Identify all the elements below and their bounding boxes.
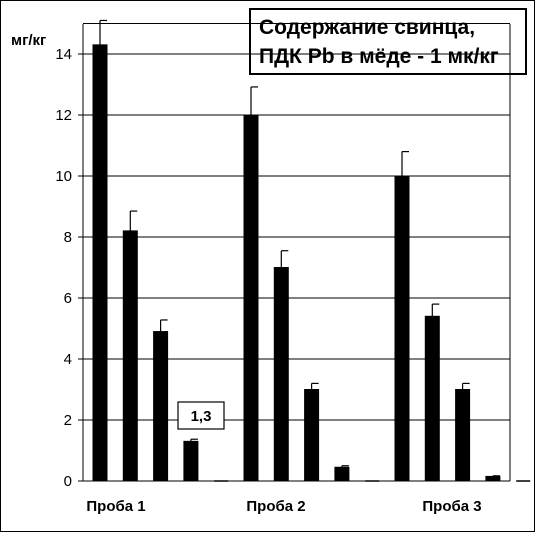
- y-tick-label: 14: [55, 46, 72, 63]
- bar: [183, 440, 199, 482]
- bar: [92, 44, 108, 482]
- bar: [153, 331, 169, 482]
- bar: [424, 315, 440, 482]
- y-tick-label: 0: [64, 473, 72, 490]
- bar: [122, 230, 138, 482]
- y-tick-label: 8: [64, 229, 72, 246]
- x-tick-label: Проба 1: [86, 498, 145, 515]
- x-tick-label: Проба 3: [422, 498, 481, 515]
- y-tick-label: 4: [64, 351, 72, 368]
- bar: [304, 389, 320, 482]
- bar: [485, 475, 501, 482]
- x-tick-label: Проба 2: [246, 498, 305, 515]
- bar: [334, 466, 350, 482]
- data-label-box: [177, 401, 225, 430]
- bar: [273, 267, 289, 482]
- data-label: 1,3: [191, 408, 212, 425]
- bars-layer: [92, 19, 531, 482]
- x-tick-labels: Проба 1 Проба 2 Проба 3: [86, 498, 481, 515]
- bar: [455, 389, 471, 482]
- bar: [394, 175, 410, 482]
- y-tick-labels: 0 2 4 6 8 10 12 14: [55, 46, 72, 490]
- annotation-layer: 1,3: [177, 401, 225, 430]
- y-tick-label: 6: [64, 290, 72, 307]
- chart-title-line2: ПДК Pb в мёде - 1 мк/кг: [259, 45, 499, 68]
- y-axis-label: мг/кг: [11, 32, 46, 49]
- y-tick-label: 12: [55, 107, 72, 124]
- title-box: [249, 8, 527, 75]
- y-tick-label: 10: [55, 168, 72, 185]
- y-tick-label: 2: [64, 412, 72, 429]
- chart-title-line1: Содержание свинца,: [259, 16, 475, 39]
- bar: [243, 114, 259, 482]
